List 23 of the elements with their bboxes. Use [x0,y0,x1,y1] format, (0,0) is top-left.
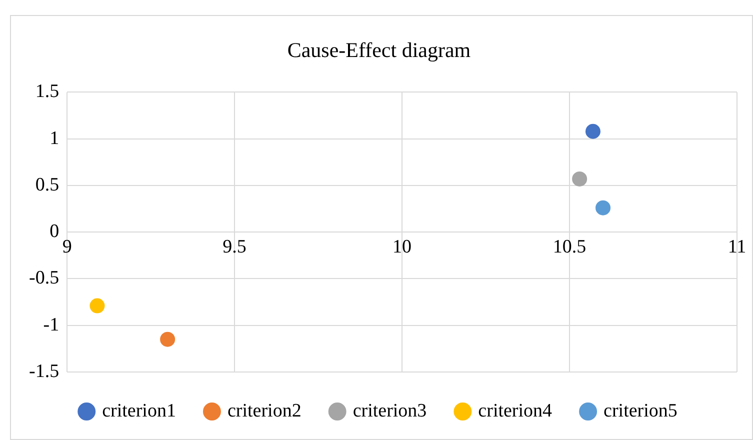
y-tick-label: 0 [50,221,60,242]
x-tick-label: 11 [728,236,746,258]
legend-label: criterion4 [478,400,553,422]
legend-label: criterion3 [352,400,427,422]
y-tick-label: 1 [50,128,60,149]
point [90,298,105,314]
x-tick-label: 9 [62,236,72,258]
legend-label: criterion2 [227,400,302,422]
legend-label: criterion1 [102,400,176,422]
chart-title: Cause-Effect diagram [287,38,471,62]
legend-label: criterion5 [604,400,678,422]
point [160,332,176,347]
y-tick-label: -0.5 [29,268,60,289]
x-tick-label: 10.5 [552,236,586,258]
y-tick-label: 1.5 [35,81,60,102]
point [585,124,600,139]
y-tick-label: 0.5 [35,174,60,196]
y-tick-label: -1.5 [29,360,60,382]
point [572,171,588,186]
x-tick-label: 10 [392,236,412,258]
point [596,200,611,216]
y-tick-label: -1 [43,314,60,336]
x-tick-label: 9.5 [222,236,246,258]
